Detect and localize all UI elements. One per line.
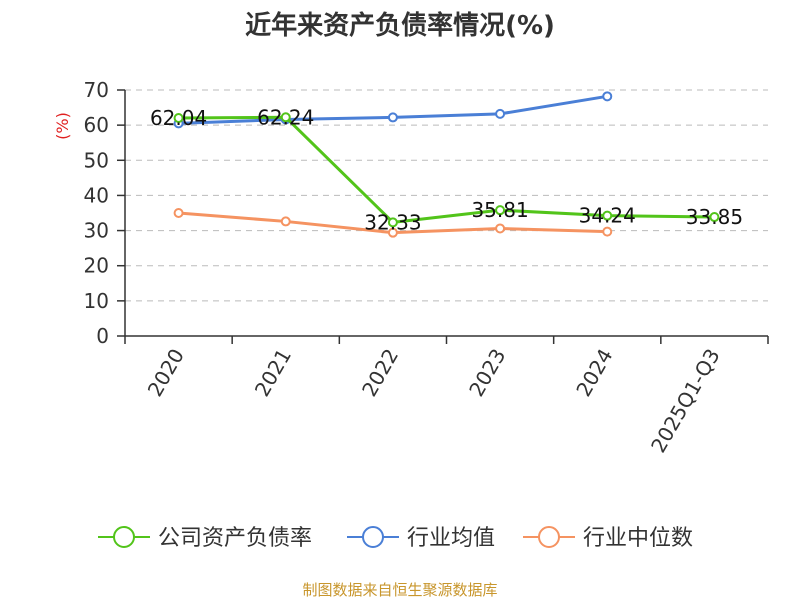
data-point [173, 208, 184, 218]
data-point [280, 216, 291, 227]
data-point [173, 112, 184, 123]
legend-marker [538, 526, 560, 548]
data-label: 62.04 [150, 106, 207, 130]
y-tick-label: 40 [84, 183, 109, 207]
data-label: 33.85 [686, 205, 743, 229]
y-tick-label: 20 [84, 254, 109, 278]
data-point [495, 108, 506, 119]
data-point [602, 210, 613, 221]
y-tick-label: 0 [96, 324, 109, 348]
y-axis: 0 10 20 30 40 50 60 70 [84, 78, 126, 348]
legend-marker [113, 526, 135, 548]
data-labels: 62.04 62.24 32.33 35.81 34.24 33.85 [150, 105, 743, 234]
y-tick-label: 60 [84, 113, 109, 137]
y-axis-unit: (%) [53, 112, 72, 140]
data-point [495, 223, 506, 234]
data-point [387, 217, 398, 228]
data-point [495, 205, 506, 216]
data-point [387, 112, 398, 123]
data-label: 34.24 [579, 204, 636, 228]
legend: 公司资产负债率 行业均值 行业中位数 [98, 526, 693, 551]
legend-label: 行业均值 [407, 526, 495, 551]
x-tick-label: 2020 [143, 345, 189, 401]
data-point [709, 212, 720, 223]
y-tick-label: 70 [84, 78, 109, 102]
data-point [387, 227, 398, 238]
data-label: 62.24 [257, 105, 314, 129]
source-note: 制图数据来自恒生聚源数据库 [302, 581, 497, 599]
y-tick-label: 30 [84, 219, 109, 243]
x-tick-label: 2024 [571, 345, 617, 401]
legend-label: 公司资产负债率 [158, 526, 312, 551]
x-axis: 2020 2021 2022 2023 2024 2025Q1-Q3 [124, 335, 769, 457]
x-tick-label: 2023 [464, 345, 510, 401]
data-label: 35.81 [471, 198, 528, 222]
x-tick-label: 2022 [357, 345, 403, 401]
data-point [602, 226, 613, 237]
legend-label: 行业中位数 [583, 526, 693, 551]
y-tick-label: 50 [84, 148, 109, 172]
data-label: 32.33 [364, 210, 421, 234]
series-line [178, 115, 715, 224]
series-group [173, 91, 720, 238]
x-tick-label: 2025Q1-Q3 [646, 345, 725, 457]
data-point [602, 91, 613, 102]
chart-title: 近年来资产负债率情况(%) [245, 10, 555, 41]
x-tick-label: 2021 [250, 345, 296, 401]
data-point [280, 112, 291, 123]
y-tick-label: 10 [84, 289, 109, 313]
legend-marker [362, 526, 384, 548]
